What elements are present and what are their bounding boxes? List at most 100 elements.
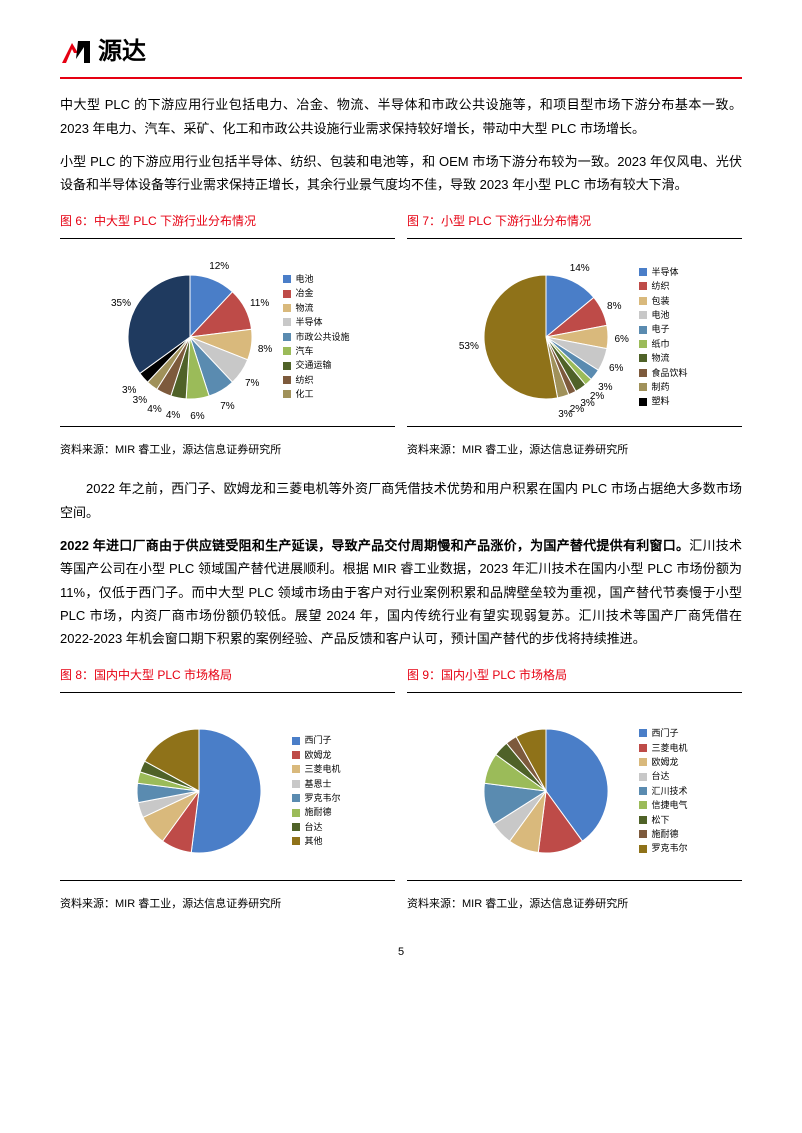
- pie-slice-label: 7%: [220, 398, 234, 416]
- legend-swatch: [292, 737, 300, 745]
- logo-text: 源达: [98, 30, 146, 73]
- figure-row-2: 图 8：国内中大型 PLC 市场格局 西门子欧姆龙三菱电机基恩士罗克韦尔施耐德台…: [60, 661, 742, 925]
- figure-8-source: 资料来源：MIR 睿工业，源达信息证券研究所: [60, 891, 395, 925]
- figure-8-divider: [60, 692, 395, 693]
- figure-6-title: 图 6：中大型 PLC 下游行业分布情况: [60, 207, 395, 237]
- legend-label: 包装: [651, 294, 669, 308]
- legend-item: 电子: [639, 322, 687, 336]
- legend-item: 西门子: [292, 733, 340, 747]
- legend-swatch: [283, 318, 291, 326]
- legend-label: 市政公共设施: [295, 330, 349, 344]
- paragraph-1: 中大型 PLC 的下游应用行业包括电力、冶金、物流、半导体和市政公共设施等，和项…: [60, 93, 742, 140]
- paragraph-4: 2022 年进口厂商由于供应链受阻和生产延误，导致产品交付周期慢和产品涨价，为国…: [60, 534, 742, 651]
- figure-7-divider-bottom: [407, 426, 742, 427]
- legend-swatch: [283, 333, 291, 341]
- legend-label: 冶金: [295, 286, 313, 300]
- figure-row-1: 图 6：中大型 PLC 下游行业分布情况 12%11%8%7%7%6%4%4%3…: [60, 207, 742, 471]
- legend-item: 台达: [292, 820, 340, 834]
- legend-item: 食品饮料: [639, 366, 687, 380]
- figure-6-source: 资料来源：MIR 睿工业，源达信息证券研究所: [60, 437, 395, 471]
- pie-slice-label: 4%: [166, 407, 180, 425]
- legend-item: 电池: [283, 272, 349, 286]
- figure-7-source: 资料来源：MIR 睿工业，源达信息证券研究所: [407, 437, 742, 471]
- pie-slice-label: 8%: [607, 298, 621, 316]
- legend-item: 欧姆龙: [639, 755, 687, 769]
- pie-slice-label: 6%: [609, 360, 623, 378]
- header-logo: 源达: [60, 30, 742, 73]
- legend-swatch: [292, 794, 300, 802]
- pie-slice-label: 11%: [250, 295, 269, 313]
- legend-label: 其他: [304, 834, 322, 848]
- pie-slice-label: 3%: [558, 406, 572, 424]
- pie-slice-label: 14%: [570, 260, 590, 278]
- pie-slice-label: 12%: [209, 258, 229, 276]
- legend-swatch: [283, 275, 291, 283]
- figure-9: 图 9：国内小型 PLC 市场格局 西门子三菱电机欧姆龙台达汇川技术信捷电气松下…: [407, 661, 742, 925]
- legend-label: 纺织: [295, 373, 313, 387]
- figure-8: 图 8：国内中大型 PLC 市场格局 西门子欧姆龙三菱电机基恩士罗克韦尔施耐德台…: [60, 661, 395, 925]
- legend-label: 三菱电机: [304, 762, 340, 776]
- legend-swatch: [639, 268, 647, 276]
- figure-7: 图 7：小型 PLC 下游行业分布情况 14%8%6%6%3%2%3%2%3%5…: [407, 207, 742, 471]
- legend-label: 欧姆龙: [651, 755, 678, 769]
- legend-item: 汇川技术: [639, 784, 687, 798]
- legend-label: 交通运输: [295, 358, 331, 372]
- legend-item: 物流: [639, 351, 687, 365]
- figure-9-divider-bottom: [407, 880, 742, 881]
- legend-swatch: [639, 340, 647, 348]
- legend-swatch: [639, 830, 647, 838]
- figure-7-title: 图 7：小型 PLC 下游行业分布情况: [407, 207, 742, 237]
- pie-slice-label: 6%: [190, 408, 204, 426]
- legend-swatch: [292, 823, 300, 831]
- figure-7-divider: [407, 238, 742, 239]
- pie-slice-label: 53%: [459, 338, 479, 356]
- figure-9-chart: 西门子三菱电机欧姆龙台达汇川技术信捷电气松下施耐德罗克韦尔: [407, 703, 742, 878]
- legend-label: 食品饮料: [651, 366, 687, 380]
- legend-label: 纸巾: [651, 337, 669, 351]
- legend-item: 松下: [639, 813, 687, 827]
- figure-6-divider: [60, 238, 395, 239]
- legend-item: 包装: [639, 294, 687, 308]
- logo-icon: [60, 39, 92, 65]
- figure-7-chart: 14%8%6%6%3%2%3%2%3%53% 半导体纺织包装电池电子纸巾物流食品…: [407, 249, 742, 424]
- pie-slice: [192, 729, 262, 853]
- legend-item: 施耐德: [639, 827, 687, 841]
- legend-label: 电子: [651, 322, 669, 336]
- legend-label: 物流: [651, 351, 669, 365]
- legend-swatch: [283, 390, 291, 398]
- legend-label: 施耐德: [304, 805, 331, 819]
- legend-label: 塑料: [651, 394, 669, 408]
- legend-label: 松下: [651, 813, 669, 827]
- legend-item: 纸巾: [639, 337, 687, 351]
- legend-label: 台达: [304, 820, 322, 834]
- legend-label: 三菱电机: [651, 741, 687, 755]
- figure-8-divider-bottom: [60, 880, 395, 881]
- legend-swatch: [283, 376, 291, 384]
- legend-item: 罗克韦尔: [639, 841, 687, 855]
- legend-swatch: [292, 765, 300, 773]
- legend-label: 物流: [295, 301, 313, 315]
- legend-swatch: [639, 282, 647, 290]
- legend-item: 半导体: [283, 315, 349, 329]
- legend-swatch: [639, 845, 647, 853]
- paragraph-4-bold: 2022 年进口厂商由于供应链受阻和生产延误，导致产品交付周期慢和产品涨价，为国…: [60, 538, 689, 553]
- legend-item: 三菱电机: [639, 741, 687, 755]
- figure-6-divider-bottom: [60, 426, 395, 427]
- legend-label: 基恩士: [304, 777, 331, 791]
- figure-9-title: 图 9：国内小型 PLC 市场格局: [407, 661, 742, 691]
- legend-item: 纺织: [639, 279, 687, 293]
- pie-slice-label: 7%: [245, 375, 259, 393]
- legend-swatch: [639, 311, 647, 319]
- pie-slice-label: 8%: [258, 341, 272, 359]
- legend-label: 罗克韦尔: [651, 841, 687, 855]
- legend-label: 欧姆龙: [304, 748, 331, 762]
- legend-item: 信捷电气: [639, 798, 687, 812]
- legend-swatch: [639, 744, 647, 752]
- pie-slice-label: 35%: [111, 295, 131, 313]
- legend-label: 电池: [295, 272, 313, 286]
- legend-swatch: [283, 347, 291, 355]
- legend-label: 台达: [651, 769, 669, 783]
- legend-swatch: [292, 837, 300, 845]
- legend-label: 半导体: [651, 265, 678, 279]
- legend-item: 纺织: [283, 373, 349, 387]
